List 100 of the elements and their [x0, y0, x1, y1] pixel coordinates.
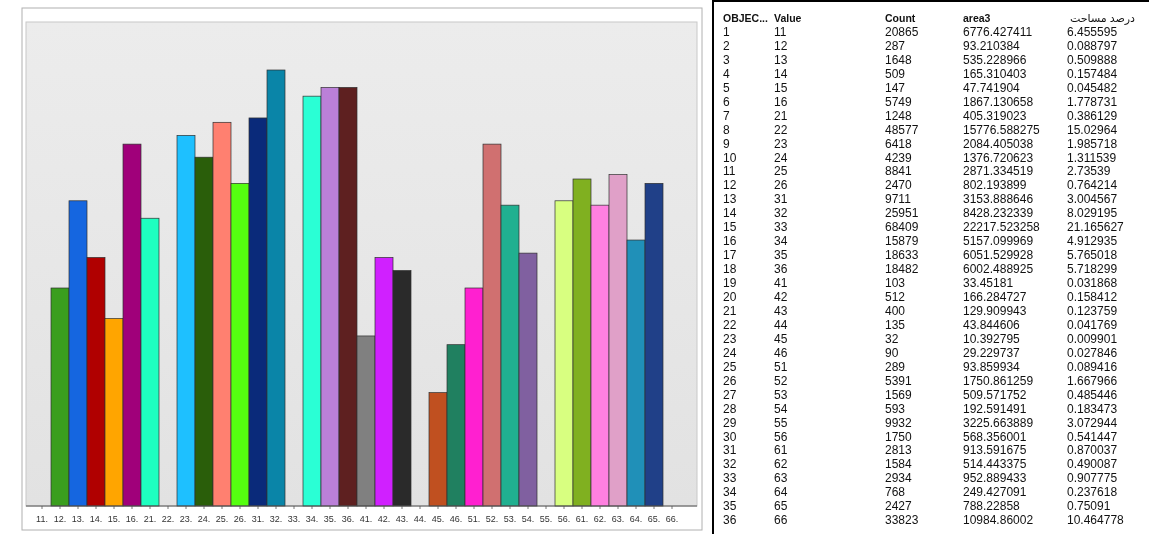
text: 21: [774, 108, 788, 123]
text: 512: [885, 290, 906, 304]
x-tick-label: 53.: [503, 514, 517, 524]
text: OBJEC...: [723, 12, 769, 24]
text: 15: [723, 220, 737, 235]
text: 1867.130658: [963, 94, 1034, 109]
text: 19: [723, 276, 737, 291]
text: 31: [723, 443, 737, 458]
text: 17: [723, 248, 737, 263]
x-tick-label: 44.: [413, 514, 427, 524]
text: 3: [723, 52, 730, 67]
text: 0.75091: [1067, 499, 1111, 514]
text: 55: [774, 415, 788, 430]
text: 54: [774, 401, 788, 416]
text: 33: [723, 471, 737, 486]
text: 9711: [885, 192, 912, 207]
text: 6776.427411: [963, 24, 1033, 39]
text: 93.210384: [963, 38, 1021, 53]
text: 514.443375: [963, 457, 1027, 472]
text: 0.089416: [1067, 359, 1118, 374]
x-tick-label: 22.: [161, 514, 175, 524]
text: 12: [774, 38, 788, 53]
text: 0.386129: [1067, 108, 1118, 123]
x-tick-label: 43.: [395, 514, 409, 524]
text: 13: [774, 52, 788, 67]
x-tick-label: 41.: [359, 514, 373, 524]
text: 25951: [885, 206, 919, 221]
text: 0.158412: [1067, 290, 1118, 304]
text: 8841: [885, 164, 913, 179]
x-tick-label: 66.: [665, 514, 679, 524]
text: 52: [774, 373, 788, 388]
text: 48577: [885, 122, 919, 137]
text: 46: [774, 345, 788, 360]
text: 952.889433: [963, 471, 1027, 486]
text: 14: [723, 206, 737, 221]
text: 5749: [885, 94, 913, 109]
text: 147: [885, 80, 906, 95]
text: 0.123759: [1067, 303, 1118, 318]
x-tick-label: 42.: [377, 514, 391, 524]
text: 4: [723, 66, 730, 81]
text: 8428.232339: [963, 206, 1034, 221]
text: 568.356001: [963, 429, 1027, 444]
text: 192.591491: [963, 401, 1027, 416]
text: 0.485446: [1067, 387, 1118, 402]
text: 103: [885, 276, 906, 291]
text: 28: [723, 401, 737, 416]
x-tick-label: 21.: [143, 514, 157, 524]
text: 0.541447: [1067, 429, 1118, 444]
text: 64: [774, 485, 788, 500]
text: 61: [774, 443, 788, 458]
text: 1.311539: [1067, 150, 1117, 165]
text: 35: [723, 499, 737, 514]
x-tick-label: 36.: [341, 514, 355, 524]
text: 1569: [885, 387, 913, 402]
text: 0.157484: [1067, 66, 1118, 81]
text: 21.165627: [1067, 220, 1125, 235]
text: 25: [774, 164, 788, 179]
text: 0.870037: [1067, 443, 1118, 458]
text: 45: [774, 331, 788, 346]
x-tick-label: 45.: [431, 514, 445, 524]
text: 788.22858: [963, 499, 1021, 514]
text: 10984.86002: [963, 513, 1034, 528]
text: 3.004567: [1067, 192, 1118, 207]
text: 5157.099969: [963, 234, 1034, 249]
text: 9932: [885, 415, 913, 430]
text: 7: [723, 108, 730, 123]
text: 63: [774, 471, 788, 486]
text: 3225.663889: [963, 415, 1034, 430]
text: 15.02964: [1067, 122, 1118, 137]
text: 93.859934: [963, 359, 1021, 374]
x-tick-label: 63.: [611, 514, 625, 524]
x-tick-label: 13.: [71, 514, 85, 524]
text: 1584: [885, 457, 913, 472]
text: 30: [723, 429, 737, 444]
x-tick-label: 33.: [287, 514, 301, 524]
text: 0.764214: [1067, 178, 1118, 193]
text: 22: [723, 317, 737, 332]
text: 1: [723, 24, 730, 39]
text: 18482: [885, 262, 919, 277]
text: 23: [723, 331, 737, 346]
text: 2934: [885, 471, 913, 486]
text: 3.072944: [1067, 415, 1118, 430]
x-tick-label: 55.: [539, 514, 553, 524]
text: 10.464778: [1067, 513, 1125, 528]
text: 16: [723, 234, 737, 249]
text: 1376.720623: [963, 150, 1034, 165]
text: 3153.888646: [963, 192, 1034, 207]
x-tick-label: 46.: [449, 514, 463, 524]
text: 4239: [885, 150, 913, 165]
text: 5: [723, 80, 730, 95]
text: 5391: [885, 373, 913, 388]
x-tick-label: 23.: [179, 514, 193, 524]
text: 0.509888: [1067, 52, 1118, 67]
text: 1750: [885, 429, 913, 444]
text: 35: [774, 248, 788, 263]
text: Value: [774, 12, 802, 24]
x-tick-label: 32.: [269, 514, 283, 524]
text: 1.985718: [1067, 136, 1118, 151]
text: 0.490087: [1067, 457, 1118, 472]
text: 6002.488925: [963, 262, 1034, 277]
